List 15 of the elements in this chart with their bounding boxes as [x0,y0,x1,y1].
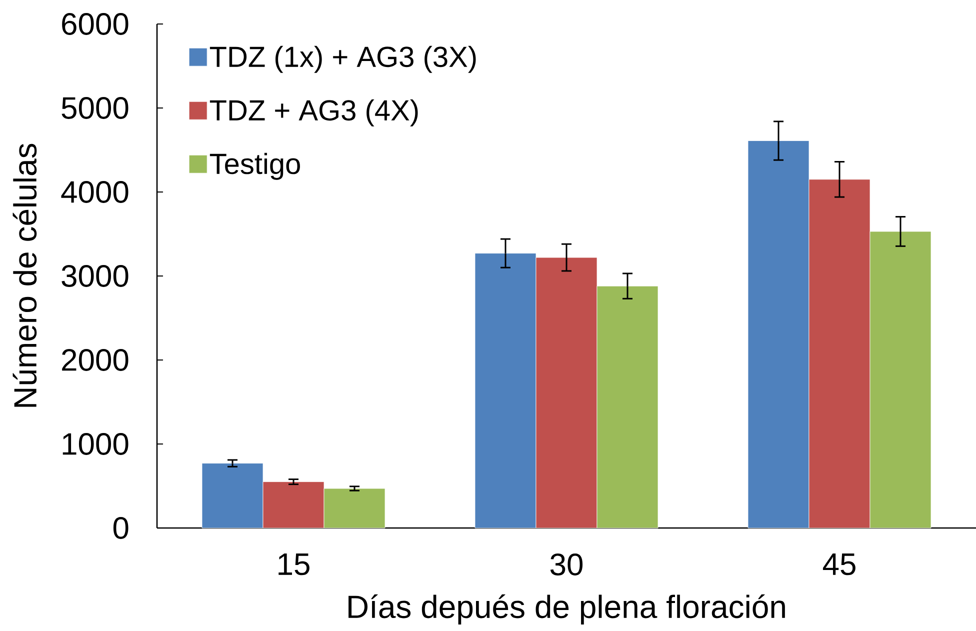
x-axis-title: Días depués de plena floración [348,594,785,625]
y-tick-label: 3000 [62,265,128,287]
y-axis-title: Número de células [12,144,37,407]
legend-label: TDZ (1x) + AG3 (3X) [210,46,476,73]
legend-label: TDZ + AG3 (4X) [210,99,418,126]
y-tick-label: 4000 [61,181,128,203]
x-tick-label: 30 [550,554,583,576]
x-tick-label: 15 [278,554,310,576]
y-tick-label: 1000 [62,433,128,455]
y-tick-label: 0 [113,517,128,539]
x-tick-label: 45 [822,554,856,576]
y-tick-label: 6000 [62,13,128,35]
y-tick-label: 5000 [62,97,128,119]
y-tick-label: 2000 [62,349,128,371]
legend-label: Testigo [210,152,300,180]
